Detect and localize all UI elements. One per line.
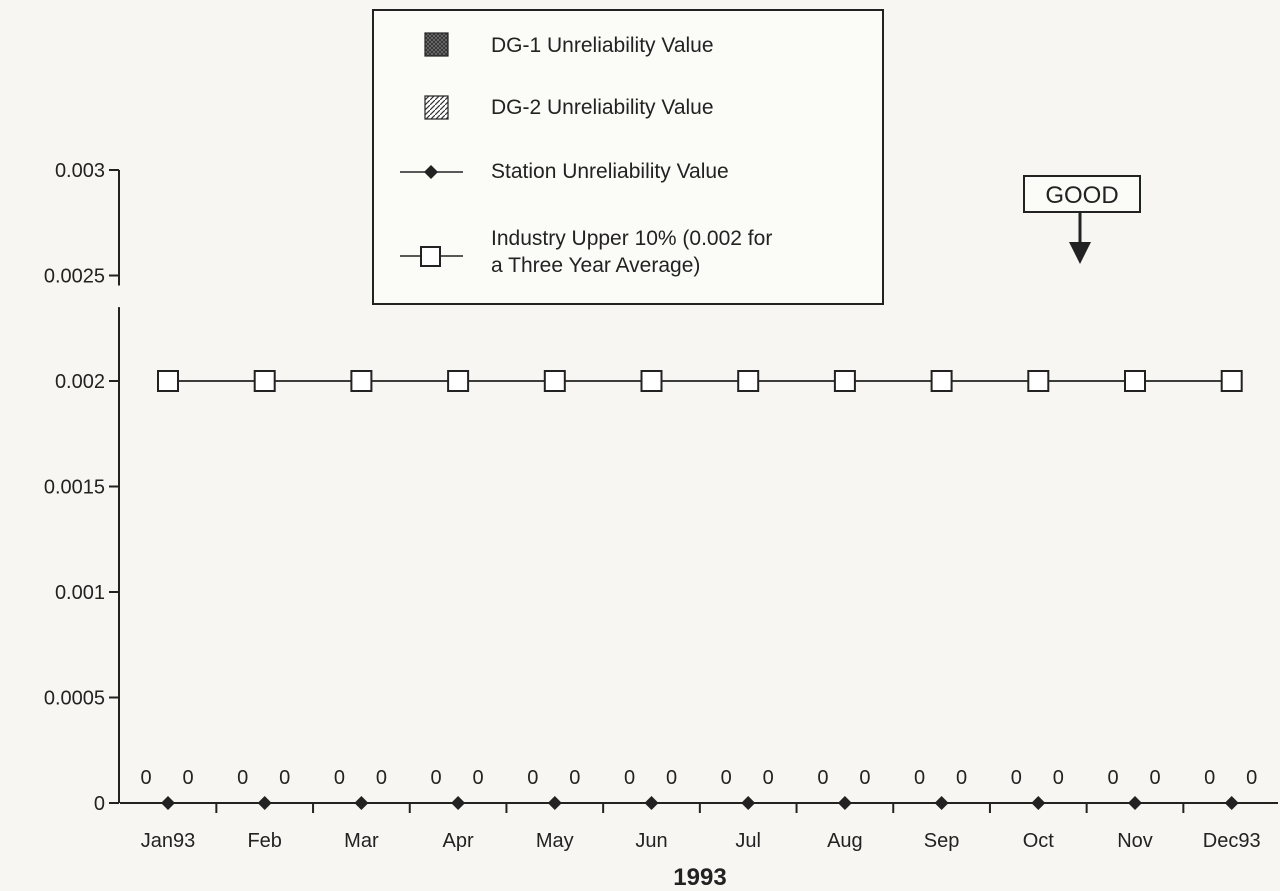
x-tick-label: Jan93	[141, 830, 196, 852]
point-station	[837, 796, 852, 810]
y-tick-label: 0.0025	[44, 266, 105, 288]
point-industry	[157, 370, 179, 392]
data-label: 0	[1011, 767, 1022, 789]
data-label: 0	[473, 767, 484, 789]
y-tick-label: 0.0015	[44, 477, 105, 499]
data-label: 0	[859, 767, 870, 789]
y-tick-label: 0.002	[55, 371, 105, 393]
data-label: 0	[1107, 767, 1118, 789]
point-industry	[737, 370, 760, 392]
point-station	[934, 796, 949, 810]
x-tick-label: May	[536, 830, 574, 852]
point-station	[257, 796, 272, 810]
x-tick-label: Mar	[344, 830, 379, 852]
legend: DG-1 Unreliability Value DG-2 Unreliabil…	[372, 9, 884, 305]
legend-marker-industry	[420, 246, 441, 267]
x-tick-label: Jun	[635, 830, 667, 852]
data-label: 0	[624, 767, 635, 789]
point-industry	[1124, 370, 1146, 392]
legend-label-industry-line2: a Three Year Average)	[491, 254, 700, 277]
data-label: 0	[763, 767, 774, 789]
point-station	[354, 796, 369, 810]
x-tick-label: Feb	[247, 830, 281, 852]
point-station	[547, 796, 562, 810]
x-tick-label: Oct	[1023, 830, 1055, 852]
point-station	[1031, 796, 1046, 810]
x-tick-label: Dec93	[1203, 830, 1261, 852]
x-axis-title: 1993	[673, 864, 726, 891]
x-tick-label: Aug	[827, 830, 863, 852]
data-label: 0	[334, 767, 345, 789]
data-label: 0	[817, 767, 828, 789]
point-industry	[543, 370, 566, 392]
point-station	[644, 796, 659, 810]
point-industry	[447, 370, 470, 392]
x-tick-label: Apr	[443, 830, 474, 852]
point-industry	[253, 370, 276, 392]
good-arrow-head	[1069, 242, 1091, 264]
data-label: 0	[569, 767, 580, 789]
data-label: 0	[1204, 767, 1215, 789]
legend-label-station: Station Unreliability Value	[491, 160, 729, 183]
y-tick-label: 0	[94, 793, 105, 815]
legend-swatch-dg1	[424, 32, 449, 57]
good-box	[1023, 175, 1141, 213]
point-station	[161, 796, 175, 810]
data-label: 0	[182, 767, 193, 789]
data-label: 0	[1149, 767, 1160, 789]
legend-marker-station	[424, 165, 438, 179]
y-tick-label: 0.0005	[44, 688, 105, 710]
legend-swatch-dg2	[424, 95, 449, 120]
point-industry	[930, 370, 953, 392]
data-label: 0	[279, 767, 290, 789]
point-station	[1128, 796, 1142, 810]
point-industry	[833, 370, 856, 392]
data-label: 0	[431, 767, 442, 789]
data-label: 0	[666, 767, 677, 789]
data-label: 0	[914, 767, 925, 789]
data-label: 0	[376, 767, 387, 789]
point-station	[451, 796, 466, 810]
legend-box	[372, 9, 884, 305]
data-label: 0	[140, 767, 151, 789]
point-industry	[1027, 370, 1050, 392]
point-station	[1224, 796, 1239, 810]
good-label: GOOD	[1045, 182, 1118, 209]
legend-label-dg1: DG-1 Unreliability Value	[491, 34, 714, 57]
x-tick-label: Jul	[735, 830, 761, 852]
series-layer	[157, 370, 1243, 810]
point-industry	[640, 370, 663, 392]
data-label: 0	[1053, 767, 1064, 789]
point-station	[741, 796, 756, 810]
y-tick-label: 0.003	[55, 160, 105, 182]
good-annotation: GOOD	[1023, 175, 1141, 264]
x-tick-label: Nov	[1117, 830, 1153, 852]
axis-ticks: 0 0.0005 0.001 0.0015 0.002 0.0025 0.003 Jan93 F…	[44, 160, 1261, 852]
data-label: 0	[1246, 767, 1257, 789]
data-label: 0	[237, 767, 248, 789]
y-tick-label: 0.001	[55, 582, 105, 604]
point-industry	[350, 370, 373, 392]
data-labels: 0 0 0 0 0 0 0 0 0 0 0 0 0 0 0 0 0 0 0 0 0 0 0 0	[140, 767, 1257, 789]
data-label: 0	[527, 767, 538, 789]
data-label: 0	[956, 767, 967, 789]
legend-label-industry-line1: Industry Upper 10% (0.002 for	[491, 227, 772, 250]
data-label: 0	[721, 767, 732, 789]
point-industry	[1220, 370, 1243, 392]
legend-label-dg2: DG-2 Unreliability Value	[491, 96, 714, 119]
x-tick-label: Sep	[924, 830, 960, 852]
